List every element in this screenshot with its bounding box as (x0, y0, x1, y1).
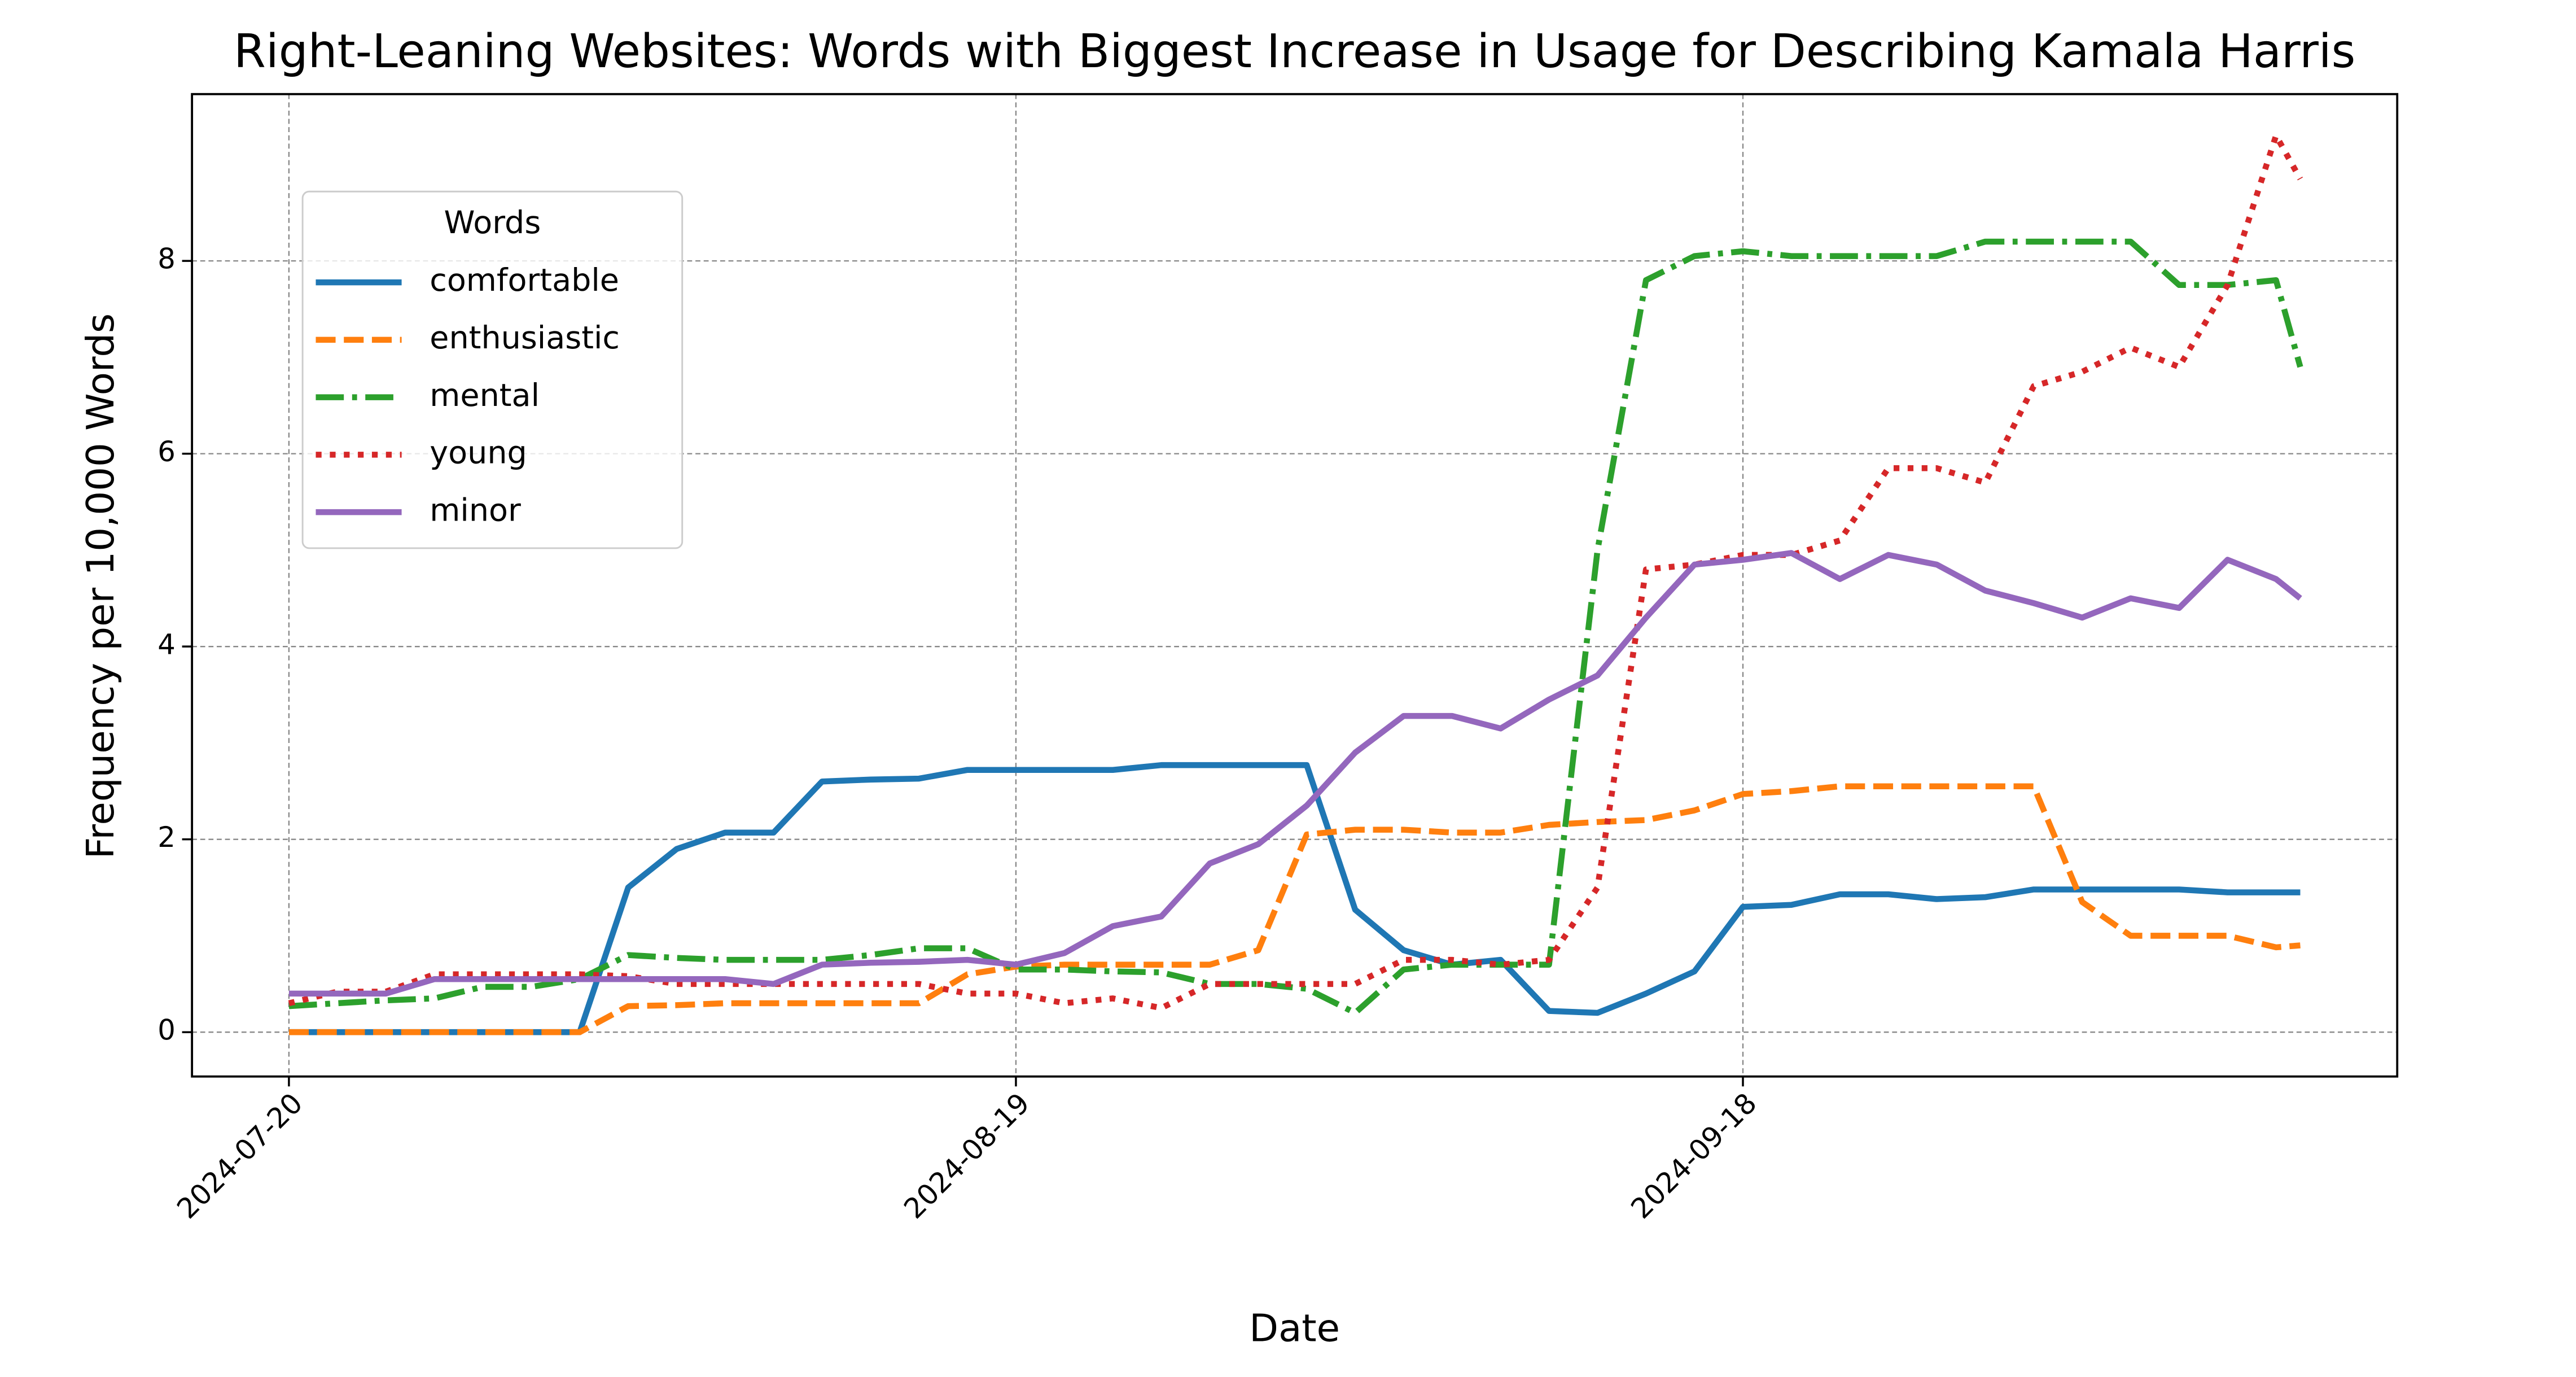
legend-label: enthusiastic (430, 320, 620, 356)
series-line (288, 783, 2301, 1035)
y-tick-label: 8 (157, 243, 176, 276)
x-tick-label: 2024-09-18 (1624, 1087, 1763, 1225)
x-tick-label: 2024-08-19 (897, 1087, 1036, 1225)
legend: Words comfortable enthusiastic mental young m… (301, 190, 684, 549)
legend-label: minor (430, 492, 521, 528)
plot-lines (288, 132, 2303, 1035)
plot-frame (191, 93, 2399, 1078)
x-axis-label: Date (1249, 1306, 1340, 1350)
y-tick-label: 6 (157, 435, 176, 468)
y-tick-label: 0 (157, 1014, 176, 1047)
series-line (288, 550, 2302, 997)
series-line (288, 762, 2301, 1035)
y-axis-label: Frequency per 10,000 Words (78, 313, 122, 859)
chart-title: Right-Leaning Websites: Words with Bigge… (234, 25, 2355, 78)
legend-title: Words (444, 204, 541, 241)
series-line (288, 238, 2303, 1016)
legend-label: young (430, 435, 527, 471)
legend-label: comfortable (430, 262, 619, 299)
y-tick-label: 2 (157, 821, 176, 854)
x-tick-label: 2024-07-20 (170, 1087, 309, 1225)
y-tick-label: 4 (157, 628, 176, 661)
legend-label: mental (430, 377, 540, 414)
